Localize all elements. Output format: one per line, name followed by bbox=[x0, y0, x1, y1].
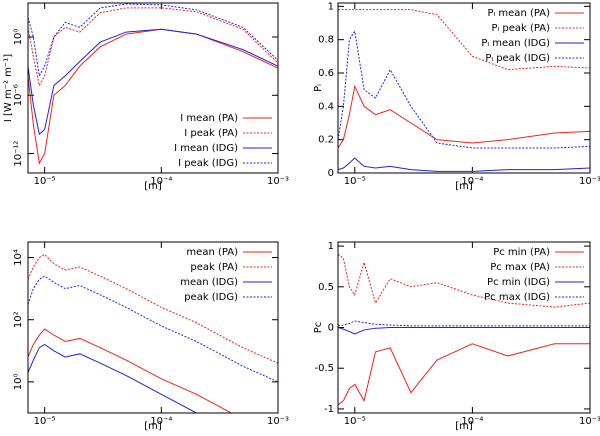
plot-frame bbox=[27, 241, 279, 414]
x-tick-label: 10⁻⁵ bbox=[344, 416, 366, 427]
series-line bbox=[28, 3, 278, 78]
series-line bbox=[28, 253, 278, 364]
legend-label: Pc max (IDG) bbox=[484, 292, 550, 303]
legend-label: mean (IDG) bbox=[180, 277, 238, 288]
y-axis-label: Pc bbox=[313, 322, 324, 334]
series-line bbox=[28, 28, 278, 136]
legend-label: mean (PA) bbox=[186, 247, 238, 258]
x-axis-label: [m] bbox=[455, 421, 473, 432]
x-axis-label: [m] bbox=[144, 181, 162, 192]
y-tick-label: 0.5 bbox=[318, 282, 334, 293]
y-tick-label: 1 bbox=[328, 1, 334, 12]
x-tick-label: 10⁻³ bbox=[267, 176, 289, 187]
legend-label: Pₗ mean (PA) bbox=[488, 8, 551, 19]
legend-label: I peak (IDG) bbox=[178, 158, 238, 169]
x-tick-label: 10⁻⁴ bbox=[461, 416, 483, 427]
legend-label: Pc min (IDG) bbox=[487, 277, 550, 288]
series-line bbox=[338, 29, 590, 149]
y-tick-label: 1 bbox=[328, 241, 334, 252]
y-tick-label: 10⁰ bbox=[13, 374, 24, 391]
legend-label: peak (PA) bbox=[190, 262, 238, 273]
y-tick-label: 0.2 bbox=[318, 135, 334, 146]
x-tick-label: 10⁻³ bbox=[579, 416, 600, 427]
series-line bbox=[28, 7, 278, 88]
legend-label: Pₗ peak (IDG) bbox=[485, 53, 550, 64]
plot-frame bbox=[27, 2, 279, 174]
y-tick-label: 0 bbox=[328, 323, 334, 334]
y-tick-label: 10² bbox=[13, 311, 24, 328]
y-tick-label: -0.5 bbox=[314, 363, 334, 374]
series-line bbox=[28, 328, 233, 413]
series-line bbox=[338, 327, 590, 335]
series-line bbox=[28, 343, 198, 413]
y-tick-label: 10⁰ bbox=[13, 29, 24, 46]
legend-label: peak (IDG) bbox=[184, 292, 238, 303]
y-axis-label: Pₗ bbox=[313, 84, 324, 92]
y-tick-label: 10⁴ bbox=[13, 249, 24, 266]
y-tick-label: 0 bbox=[328, 168, 334, 179]
y-axis-label: I [W m⁻² m⁻¹] bbox=[3, 54, 14, 122]
x-axis-label: [m] bbox=[455, 181, 473, 192]
y-tick-label: -1 bbox=[324, 404, 334, 415]
x-tick-label: 10⁻⁴ bbox=[150, 416, 172, 427]
y-tick-label: 0.4 bbox=[318, 101, 334, 112]
series-line bbox=[338, 9, 590, 71]
x-tick-label: 10⁻⁵ bbox=[344, 176, 366, 187]
panel: 10⁻⁵ 10⁻⁴ 10⁻³ 0 0.2 0.4 0.6 0.8 1 Pₗ mean (PA) Pₗ… bbox=[313, 1, 600, 192]
panel: 10⁻⁵ 10⁻⁴ 10⁻³ 10⁻¹² 10⁻⁶ 10⁰ I mean (PA) I pea… bbox=[3, 2, 289, 192]
legend-label: Pc max (PA) bbox=[490, 262, 550, 273]
x-axis-label: [m] bbox=[144, 421, 162, 432]
legend-label: I mean (IDG) bbox=[174, 143, 238, 154]
series-line bbox=[338, 343, 590, 406]
legend-label: I mean (PA) bbox=[180, 113, 238, 124]
legend-label: Pₗ peak (PA) bbox=[491, 23, 550, 34]
y-tick-label: 0.8 bbox=[318, 35, 334, 46]
legend-label: Pc min (PA) bbox=[493, 247, 550, 258]
plot-frame bbox=[337, 241, 591, 414]
series-line bbox=[338, 157, 590, 172]
series-line bbox=[338, 84, 590, 149]
x-tick-label: 10⁻⁴ bbox=[461, 176, 483, 187]
y-tick-label: 10⁻¹² bbox=[13, 141, 24, 167]
x-tick-label: 10⁻³ bbox=[579, 176, 600, 187]
x-tick-label: 10⁻⁵ bbox=[34, 176, 56, 187]
series-line bbox=[338, 253, 590, 308]
panel: 10⁻⁵ 10⁻⁴ 10⁻³ -1 -0.5 0 0.5 1 Pc min (PA) Pc max… bbox=[313, 241, 600, 432]
legend-label: I peak (PA) bbox=[184, 128, 238, 139]
plot-frame bbox=[337, 2, 591, 174]
legend-label: Pₗ mean (IDG) bbox=[481, 38, 550, 49]
x-tick-label: 10⁻⁴ bbox=[150, 176, 172, 187]
series-line bbox=[338, 320, 590, 327]
x-tick-label: 10⁻³ bbox=[267, 416, 289, 427]
panel: 10⁻⁵ 10⁻⁴ 10⁻³ 10⁰ 10² 10⁴ mean (PA) peak (PA) m… bbox=[13, 241, 289, 432]
series-line bbox=[28, 275, 278, 383]
x-tick-label: 10⁻⁵ bbox=[34, 416, 56, 427]
y-tick-label: 10⁻⁶ bbox=[13, 84, 24, 106]
y-tick-label: 0.6 bbox=[318, 68, 334, 79]
